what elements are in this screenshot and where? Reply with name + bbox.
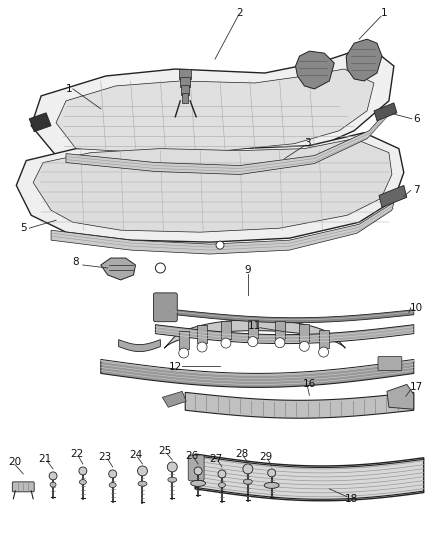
Ellipse shape <box>109 482 116 488</box>
Circle shape <box>138 466 148 476</box>
Text: 28: 28 <box>235 449 248 459</box>
Ellipse shape <box>50 482 56 487</box>
Bar <box>182 93 188 103</box>
Circle shape <box>300 341 309 351</box>
Text: 3: 3 <box>304 138 311 148</box>
Polygon shape <box>374 103 397 121</box>
Text: 20: 20 <box>9 457 22 467</box>
Text: 11: 11 <box>248 321 261 330</box>
Polygon shape <box>164 320 345 348</box>
Polygon shape <box>66 109 389 174</box>
FancyBboxPatch shape <box>188 455 204 481</box>
Text: 10: 10 <box>410 303 423 313</box>
Polygon shape <box>296 51 334 89</box>
Ellipse shape <box>264 482 279 488</box>
Text: 27: 27 <box>209 454 223 464</box>
Bar <box>275 321 285 339</box>
Polygon shape <box>33 139 392 232</box>
Circle shape <box>221 338 231 348</box>
Text: 1: 1 <box>66 84 72 94</box>
Bar <box>180 77 190 87</box>
FancyBboxPatch shape <box>153 293 177 322</box>
Text: 6: 6 <box>413 114 420 124</box>
Polygon shape <box>346 39 382 81</box>
Ellipse shape <box>79 480 86 484</box>
Text: 26: 26 <box>186 451 199 461</box>
Polygon shape <box>31 46 394 163</box>
Circle shape <box>248 337 258 346</box>
Circle shape <box>197 342 207 352</box>
Circle shape <box>268 469 276 477</box>
Circle shape <box>79 467 87 475</box>
Text: 9: 9 <box>244 265 251 275</box>
FancyBboxPatch shape <box>12 482 34 492</box>
Bar <box>300 325 309 342</box>
Polygon shape <box>185 392 414 418</box>
Text: 8: 8 <box>73 257 79 267</box>
Text: 5: 5 <box>20 223 27 233</box>
Ellipse shape <box>191 480 205 486</box>
Text: 22: 22 <box>70 449 84 459</box>
Polygon shape <box>379 185 407 207</box>
Circle shape <box>243 464 253 474</box>
Ellipse shape <box>219 482 226 488</box>
Text: 29: 29 <box>259 452 272 462</box>
Polygon shape <box>387 384 414 409</box>
Polygon shape <box>16 133 404 242</box>
Bar <box>248 320 258 337</box>
Circle shape <box>155 263 165 273</box>
Bar <box>221 321 231 339</box>
Circle shape <box>167 462 177 472</box>
Ellipse shape <box>168 477 177 482</box>
Polygon shape <box>119 340 160 352</box>
Bar <box>318 330 328 348</box>
Text: 25: 25 <box>159 446 172 456</box>
Ellipse shape <box>244 479 252 484</box>
Text: 12: 12 <box>169 362 182 373</box>
Polygon shape <box>56 69 374 152</box>
Circle shape <box>318 347 328 357</box>
Polygon shape <box>162 391 186 407</box>
Text: 24: 24 <box>129 450 142 460</box>
Polygon shape <box>51 203 394 254</box>
Circle shape <box>109 470 117 478</box>
Circle shape <box>179 348 189 358</box>
Text: 23: 23 <box>98 452 111 462</box>
Bar <box>179 69 191 79</box>
Bar <box>197 325 207 343</box>
Text: 2: 2 <box>237 9 243 18</box>
Polygon shape <box>195 454 424 501</box>
Polygon shape <box>101 360 414 387</box>
Circle shape <box>194 467 202 475</box>
Ellipse shape <box>138 481 147 486</box>
Text: 7: 7 <box>413 185 420 196</box>
Text: 17: 17 <box>410 382 424 392</box>
Polygon shape <box>29 113 51 132</box>
FancyBboxPatch shape <box>378 357 402 370</box>
Bar <box>179 331 189 349</box>
Text: 16: 16 <box>303 379 316 390</box>
Text: 18: 18 <box>345 494 358 504</box>
Circle shape <box>216 241 224 249</box>
Circle shape <box>218 470 226 478</box>
Bar <box>181 85 189 95</box>
Polygon shape <box>175 310 414 322</box>
Polygon shape <box>101 258 135 280</box>
Polygon shape <box>155 325 414 344</box>
Text: 21: 21 <box>39 454 52 464</box>
Circle shape <box>275 338 285 348</box>
Circle shape <box>49 472 57 480</box>
Text: 1: 1 <box>381 9 387 18</box>
